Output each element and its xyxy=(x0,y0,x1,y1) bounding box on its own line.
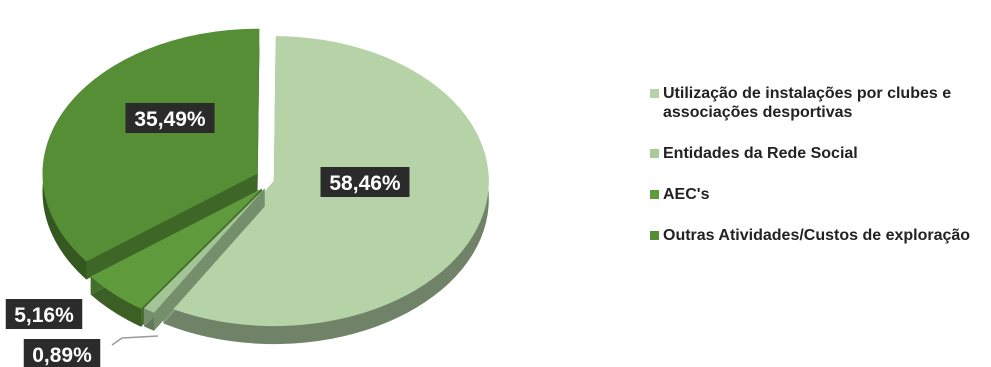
legend-label-aecs: AEC's xyxy=(663,186,710,203)
legend-label-clubes: Utilização de instalações por clubes e a… xyxy=(663,85,952,121)
pie-slice-outras xyxy=(42,28,260,262)
legend: Utilização de instalações por clubes e a… xyxy=(650,84,990,267)
data-label-text-clubes: 58,46% xyxy=(329,172,401,195)
legend-swatch-outras xyxy=(650,231,659,240)
data-label-aecs: 5,16% xyxy=(5,299,83,329)
data-label-rede-social: 0,89% xyxy=(23,339,101,367)
pie-slice-rede-social xyxy=(143,188,265,313)
data-label-clubes: 58,46% xyxy=(320,167,410,197)
pie-slice-wall-rede-social-1 xyxy=(143,188,265,327)
data-label-box-clubes xyxy=(320,167,410,197)
data-label-box-aecs xyxy=(5,299,83,329)
leader-line-rede-social xyxy=(111,335,159,346)
legend-swatch-aecs xyxy=(650,190,659,199)
pie-slice-wall-outras-0 xyxy=(86,173,258,280)
data-label-text-aecs: 5,16% xyxy=(14,304,74,327)
data-label-box-outras xyxy=(125,103,215,133)
pie-slice-aecs xyxy=(90,188,262,309)
legend-swatch-rede-social xyxy=(650,149,659,158)
data-label-text-outras: 35,49% xyxy=(134,108,206,131)
legend-item-clubes: Utilização de instalações por clubes e a… xyxy=(650,84,990,122)
legend-item-outras: Outras Atividades/Custos de exploração xyxy=(650,226,990,245)
legend-label-rede-social: Entidades da Rede Social xyxy=(663,145,858,162)
pie-slice-wall-outras-1 xyxy=(257,28,260,192)
data-label-box-rede-social xyxy=(23,339,101,367)
legend-item-rede-social: Entidades da Rede Social xyxy=(650,144,990,163)
legend-swatch-clubes xyxy=(650,89,659,98)
legend-label-outras: Outras Atividades/Custos de exploração xyxy=(663,227,971,244)
data-label-text-rede-social: 0,89% xyxy=(32,344,92,367)
data-label-outras: 35,49% xyxy=(125,103,215,133)
legend-item-aecs: AEC's xyxy=(650,185,990,204)
